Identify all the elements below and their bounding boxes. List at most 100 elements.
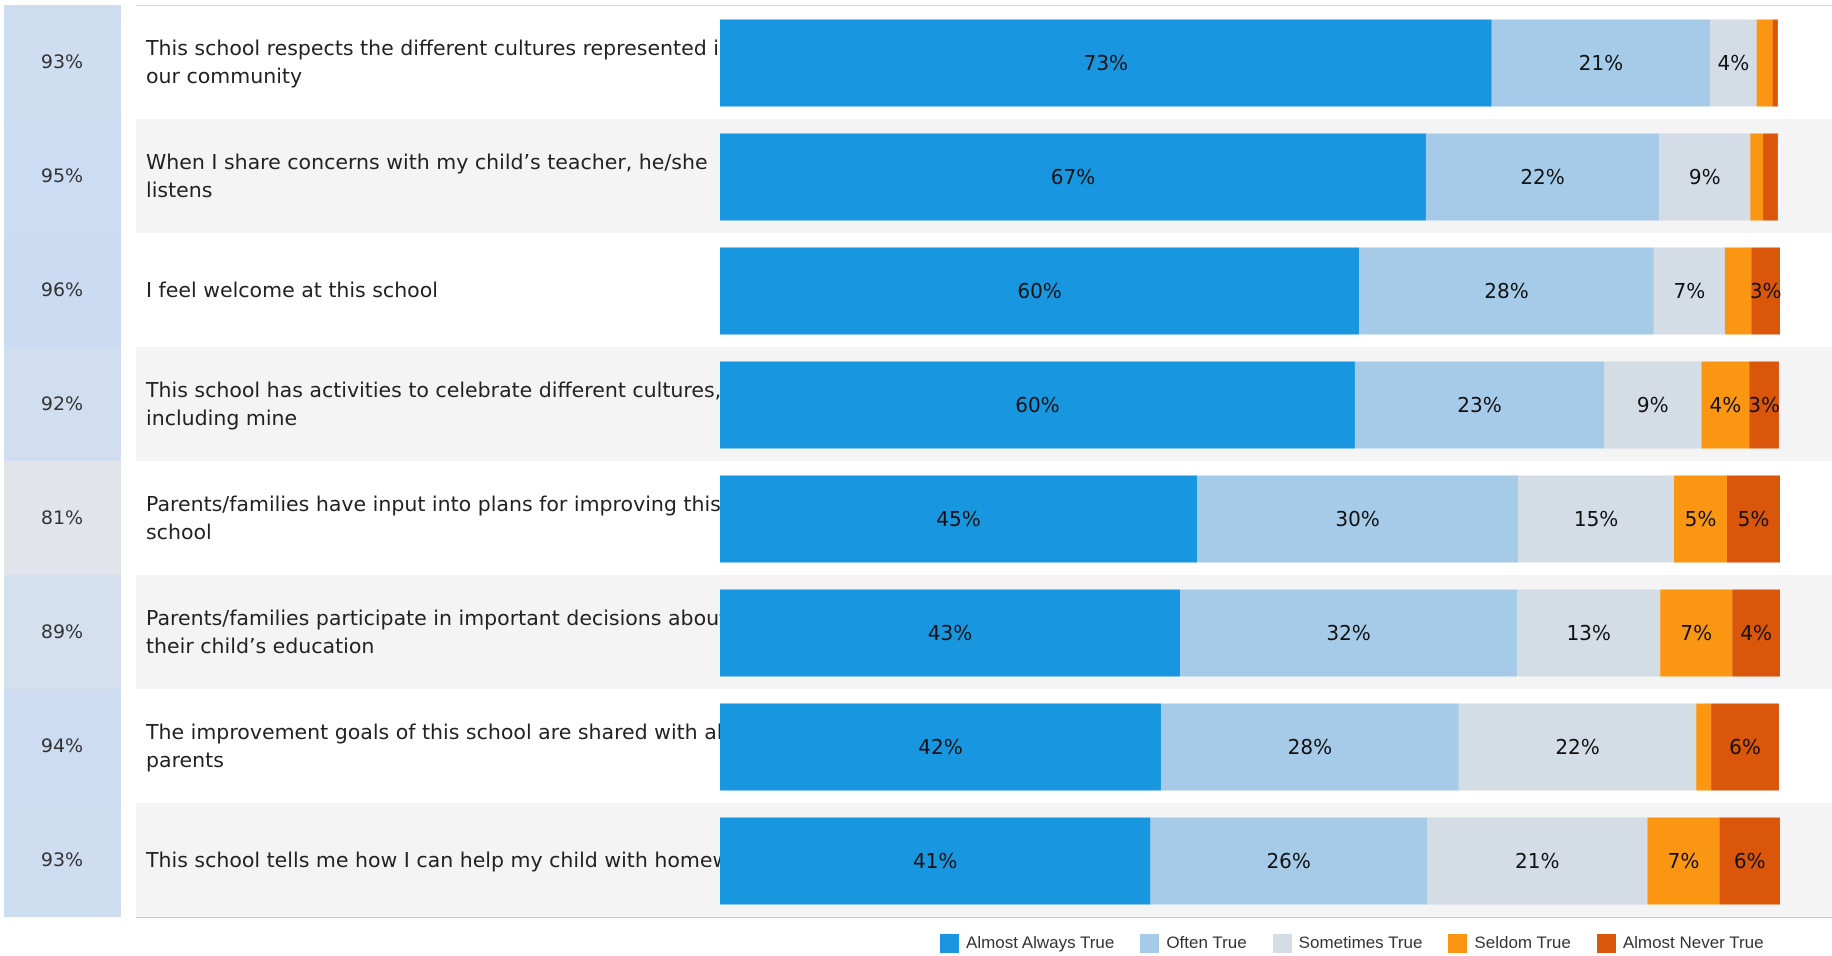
- bar-segment-almost-never-true: [1719, 817, 1780, 905]
- favorable-percent-cell: [4, 689, 121, 803]
- legend-item: Seldom True: [1448, 933, 1571, 953]
- bar-segment-seldom-true: [1750, 133, 1764, 221]
- legend-swatch: [1596, 933, 1616, 953]
- bar-value-label: 41%: [913, 849, 957, 873]
- bar-segment-almost-always-true: [720, 475, 1197, 563]
- bar-segment-seldom-true: [1660, 589, 1733, 677]
- legend-label: Often True: [1166, 933, 1247, 952]
- bar-value-label: 22%: [1520, 165, 1564, 189]
- bar-segment-almost-always-true: [720, 589, 1181, 677]
- bar-value-label: 7%: [1680, 621, 1712, 645]
- bar-segment-seldom-true: [1701, 361, 1750, 449]
- bar-segment-almost-never-true: [1763, 133, 1778, 221]
- question-label: Parents/families participate in importan…: [146, 606, 727, 658]
- bar-value-label: 3%: [1750, 279, 1782, 303]
- legend-label: Almost Always True: [966, 933, 1115, 952]
- favorable-percent-cell: [4, 461, 121, 575]
- legend-swatch: [1140, 933, 1160, 953]
- favorable-percent-cell: [4, 119, 121, 233]
- bar-segment-almost-never-true: [1749, 361, 1779, 449]
- favorable-percent-column: 93% 95% 96% 92% 81% 89% 94% 93%: [4, 5, 121, 917]
- favorable-percent-cell: [4, 5, 121, 119]
- bar-value-label: 4%: [1740, 621, 1772, 645]
- stacked-bar-chart: 93% 95% 96% 92% 81% 89% 94% 93% This school res…: [4, 5, 1832, 918]
- favorable-percent-label: 96%: [41, 279, 83, 301]
- legend-item: Almost Always True: [940, 933, 1114, 953]
- bar-segment-almost-always-true: [720, 817, 1151, 905]
- bar-segment-seldom-true: [1724, 247, 1752, 335]
- bar-value-label: 28%: [1484, 279, 1528, 303]
- bar-value-label: 15%: [1574, 507, 1618, 531]
- favorable-percent-cell: [4, 803, 121, 917]
- bar-segment-often-true: [1425, 133, 1660, 221]
- bar-segment-sometimes-true: [1659, 133, 1751, 221]
- bar-value-label: 26%: [1266, 849, 1310, 873]
- question-label: I feel welcome at this school: [146, 278, 438, 302]
- bar-value-label: 9%: [1689, 165, 1721, 189]
- legend-label: Almost Never True: [1622, 933, 1764, 952]
- legend: Almost Always True Often True Sometimes Tr…: [940, 932, 1764, 954]
- favorable-percent-label: 94%: [41, 735, 83, 757]
- bar-segment-almost-always-true: [720, 703, 1161, 791]
- bar-value-label: 42%: [918, 735, 962, 759]
- bar-segment-often-true: [1354, 361, 1605, 449]
- legend-swatch: [940, 933, 959, 953]
- favorable-percent-cell: [4, 575, 121, 689]
- bar-segment-seldom-true: [1674, 475, 1727, 563]
- question-label: This school tells me how I can help my c…: [145, 848, 762, 872]
- question-label: This school has activities to celebrate …: [145, 378, 721, 430]
- bar-value-label: 7%: [1668, 849, 1700, 873]
- bar-segment-sometimes-true: [1517, 589, 1661, 677]
- bar-value-label: 5%: [1738, 507, 1770, 531]
- question-label: When I share concerns with my child’s te…: [146, 150, 708, 202]
- bar-segment-often-true: [1180, 589, 1518, 677]
- legend-item: Almost Never True: [1596, 933, 1764, 953]
- bar-value-label: 22%: [1555, 735, 1599, 759]
- favorable-percent-label: 81%: [41, 507, 83, 529]
- favorable-percent-label: 93%: [41, 51, 83, 73]
- bar-segment-almost-never-true: [1727, 475, 1780, 563]
- bar-value-label: 60%: [1017, 279, 1061, 303]
- bar-segment-seldom-true: [1756, 19, 1773, 107]
- bar-value-label: 23%: [1457, 393, 1501, 417]
- bar-value-label: 43%: [928, 621, 972, 645]
- bar-value-label: 13%: [1566, 621, 1610, 645]
- question-label: This school respects the different cultu…: [145, 36, 732, 88]
- bar-value-label: 9%: [1637, 393, 1669, 417]
- bar-value-label: 32%: [1326, 621, 1370, 645]
- bar-segment-sometimes-true: [1604, 361, 1702, 449]
- bar-value-label: 4%: [1710, 393, 1742, 417]
- legend-item: Often True: [1140, 933, 1247, 953]
- bar-segment-often-true: [1197, 475, 1519, 563]
- bar-value-label: 5%: [1685, 507, 1717, 531]
- favorable-percent-label: 93%: [41, 849, 83, 871]
- bar-segment-almost-never-true: [1711, 703, 1779, 791]
- question-label: The improvement goals of this school are…: [145, 720, 728, 772]
- bar-segment-often-true: [1150, 817, 1428, 905]
- legend-swatch: [1448, 933, 1468, 953]
- bar-segment-almost-never-true: [1732, 589, 1780, 677]
- bar-value-label: 28%: [1288, 735, 1332, 759]
- favorable-percent-label: 92%: [41, 393, 83, 415]
- legend-item: Sometimes True: [1272, 933, 1423, 953]
- bar-value-label: 6%: [1734, 849, 1766, 873]
- bar-segment-often-true: [1359, 247, 1654, 335]
- bar-value-label: 45%: [936, 507, 980, 531]
- bar-segment-seldom-true: [1696, 703, 1712, 791]
- legend-label: Sometimes True: [1298, 933, 1423, 952]
- bar-value-label: 21%: [1515, 849, 1559, 873]
- favorable-percent-cell: [4, 233, 121, 347]
- bar-value-label: 21%: [1579, 51, 1623, 75]
- bar-segment-almost-always-true: [720, 19, 1492, 107]
- bar-segment-almost-always-true: [720, 247, 1360, 335]
- bar-segment-sometimes-true: [1653, 247, 1725, 335]
- favorable-percent-label: 89%: [41, 621, 83, 643]
- bar-value-label: 73%: [1084, 51, 1128, 75]
- legend-swatch: [1272, 933, 1292, 953]
- bars: 73% 21% 4%67% 22% 9%60% 28% 7% 3%60% 23% 9% 4% 3%45…: [720, 19, 1782, 905]
- question-label: Parents/families have input into plans f…: [146, 492, 721, 544]
- bar-value-label: 30%: [1335, 507, 1379, 531]
- bar-segment-almost-never-true: [1751, 247, 1780, 335]
- bar-value-label: 4%: [1717, 51, 1749, 75]
- bar-segment-sometimes-true: [1458, 703, 1697, 791]
